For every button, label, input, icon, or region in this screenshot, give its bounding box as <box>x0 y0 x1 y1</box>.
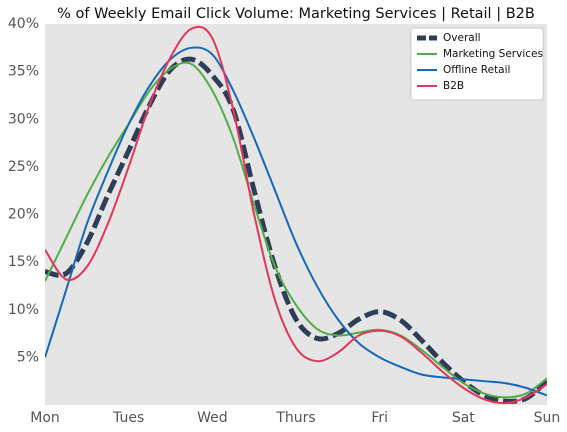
x-tick-label: Thurs <box>275 410 315 426</box>
legend-label: B2B <box>443 80 464 92</box>
series-line <box>45 25 547 405</box>
legend-label: Marketing Services <box>443 48 543 60</box>
x-tick-label: Sun <box>534 410 561 426</box>
series-line <box>45 46 547 397</box>
series-line <box>45 56 547 404</box>
legend-label: Offline Retail <box>443 64 510 76</box>
legend-box <box>410 27 544 101</box>
y-tick-label: 25% <box>8 159 39 175</box>
y-tick-label: 40% <box>8 16 39 32</box>
y-tick-label: 35% <box>8 64 39 80</box>
x-tick-label: Sat <box>452 410 475 426</box>
legend-label: Overall <box>443 32 481 44</box>
x-tick-label: Tues <box>112 410 144 426</box>
x-tick-label: Fri <box>371 410 388 426</box>
x-tick-label: Wed <box>197 410 228 426</box>
y-tick-label: 5% <box>17 349 39 365</box>
y-tick-label: 10% <box>8 302 39 318</box>
x-tick-label: Mon <box>30 410 60 426</box>
y-tick-label: 15% <box>8 254 39 270</box>
y-tick-label: 20% <box>8 207 39 223</box>
y-tick-label: 30% <box>8 111 39 127</box>
chart-title: % of Weekly Email Click Volume: Marketin… <box>57 6 535 22</box>
